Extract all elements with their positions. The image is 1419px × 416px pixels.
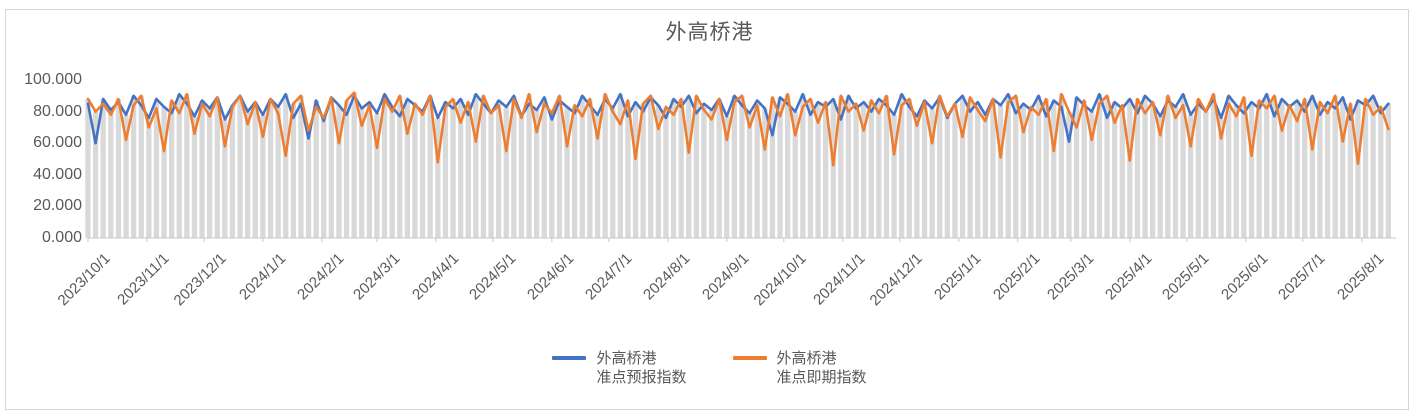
y-tick-label: 40.000: [33, 165, 82, 183]
legend-marker-spot-icon: [732, 356, 767, 360]
legend-marker-forecast-icon: [552, 356, 587, 360]
legend-item-spot[interactable]: 外高桥港 准点即期指数: [732, 349, 867, 387]
y-tick-label: 20.000: [33, 197, 82, 215]
legend-spot-line2: 准点即期指数: [776, 369, 867, 386]
y-tick-label: 80.000: [33, 102, 82, 120]
y-tick-label: 100.000: [24, 71, 82, 88]
y-tick-label: 60.000: [33, 134, 82, 152]
legend-forecast-line2: 准点预报指数: [596, 369, 687, 386]
legend-item-forecast[interactable]: 外高桥港 准点预报指数: [552, 349, 687, 387]
y-tick-label: 0.000: [41, 229, 82, 246]
legend: 外高桥港 准点预报指数 外高桥港 准点即期指数: [0, 349, 1419, 387]
chart-title: 外高桥港: [665, 21, 754, 44]
legend-spot-line1: 外高桥港: [776, 350, 837, 367]
legend-forecast-line1: 外高桥港: [596, 350, 657, 367]
